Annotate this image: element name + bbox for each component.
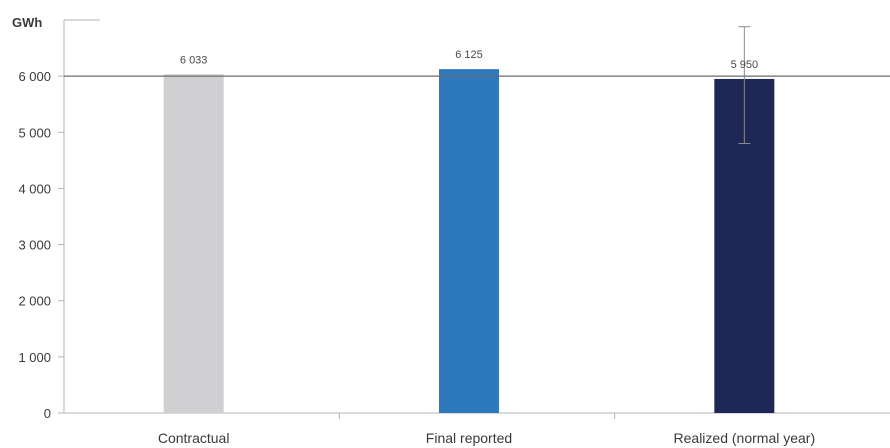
y-tick-label: 6 000 [18,69,51,84]
category-label: Realized (normal year) [674,430,816,446]
labels: 6 033 Contractual 6 125 Final reported 5 950… [64,49,890,446]
y-tick-label: 0 [44,406,51,421]
y-tick-label: 1 000 [18,350,51,365]
unit-label: GWh [12,15,42,30]
y-tick-label: 4 000 [18,181,51,196]
bars [163,26,775,413]
data-label: 5 950 [731,59,759,71]
bar [163,74,224,413]
category-label: Final reported [426,430,512,446]
y-tick-label: 5 000 [18,125,51,140]
y-tick-label: 2 000 [18,294,51,309]
data-label: 6 125 [455,49,483,61]
bar [439,69,499,413]
category-label: Contractual [158,430,230,446]
y-axis-ticks: 0 1 000 2 000 3 000 4 000 5 000 6 000 [18,69,64,421]
data-label: 6 033 [180,54,208,66]
y-tick-label: 3 000 [18,238,51,253]
